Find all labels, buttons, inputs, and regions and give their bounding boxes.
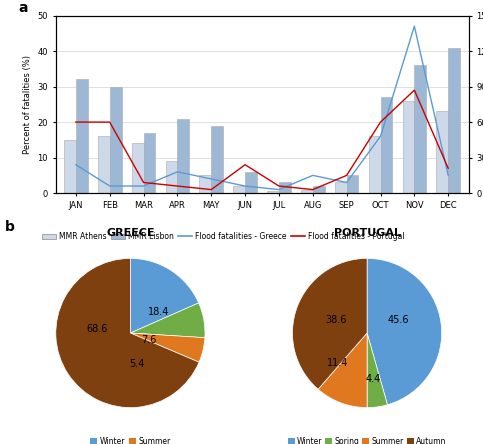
- Wedge shape: [130, 333, 205, 362]
- Y-axis label: Percent of fatalities (%): Percent of fatalities (%): [23, 55, 32, 154]
- Text: 4.4: 4.4: [366, 374, 381, 384]
- Wedge shape: [318, 333, 367, 408]
- Text: 45.6: 45.6: [388, 314, 409, 325]
- Bar: [279, 182, 291, 193]
- Text: 18.4: 18.4: [148, 307, 170, 317]
- Bar: [436, 111, 448, 193]
- Bar: [301, 190, 313, 193]
- Bar: [347, 175, 358, 193]
- Wedge shape: [56, 258, 199, 408]
- Bar: [369, 136, 381, 193]
- Text: 38.6: 38.6: [325, 314, 346, 325]
- Text: 68.6: 68.6: [86, 324, 108, 334]
- Legend: Winter, Spring, Summer, Autumn: Winter, Spring, Summer, Autumn: [87, 434, 173, 444]
- Text: 7.6: 7.6: [142, 336, 157, 345]
- Text: b: b: [5, 220, 14, 234]
- Bar: [143, 133, 156, 193]
- Bar: [110, 87, 122, 193]
- Bar: [166, 161, 177, 193]
- Bar: [177, 119, 189, 193]
- Text: 11.4: 11.4: [327, 358, 348, 368]
- Wedge shape: [130, 303, 205, 338]
- Bar: [64, 140, 76, 193]
- Bar: [76, 79, 88, 193]
- Wedge shape: [367, 258, 441, 405]
- Bar: [199, 175, 211, 193]
- Bar: [233, 186, 245, 193]
- Wedge shape: [293, 258, 367, 389]
- Title: PORTUGAL: PORTUGAL: [334, 228, 400, 238]
- Wedge shape: [367, 333, 387, 408]
- Bar: [267, 191, 279, 193]
- Legend: MMR Athens, MMR Lisbon, Flood fatalities - Greece, Flood fatalities - Portugal: MMR Athens, MMR Lisbon, Flood fatalities…: [39, 229, 408, 244]
- Text: a: a: [18, 1, 28, 16]
- Legend: Winter, Spring, Summer, Autumn: Winter, Spring, Summer, Autumn: [284, 434, 450, 444]
- Text: 5.4: 5.4: [128, 359, 144, 369]
- Title: GREECE: GREECE: [106, 228, 155, 238]
- Bar: [245, 172, 257, 193]
- Bar: [132, 143, 143, 193]
- Wedge shape: [130, 258, 199, 333]
- Bar: [448, 48, 460, 193]
- Bar: [211, 126, 223, 193]
- Bar: [335, 182, 347, 193]
- Bar: [402, 101, 414, 193]
- Bar: [381, 97, 392, 193]
- Bar: [414, 65, 426, 193]
- Bar: [313, 186, 325, 193]
- Bar: [98, 136, 110, 193]
